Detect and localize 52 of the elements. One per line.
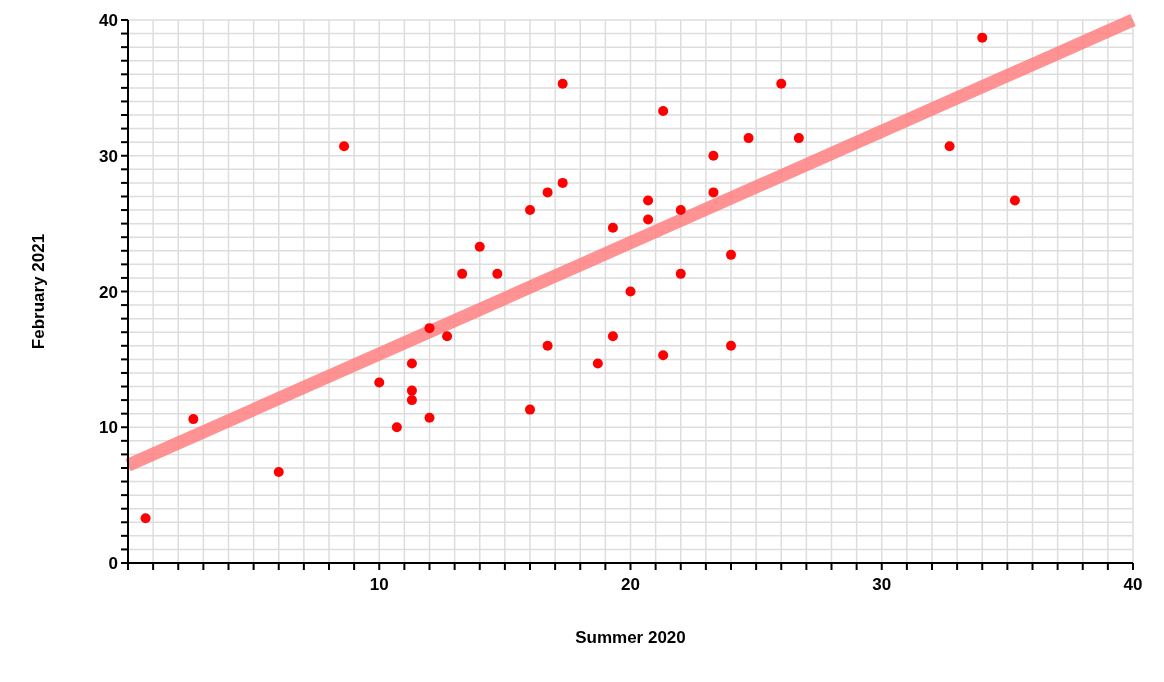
point (726, 340, 736, 351)
point (726, 249, 736, 260)
point (424, 412, 435, 423)
point (675, 268, 686, 279)
point (557, 78, 568, 89)
y-tick-label: 40 (99, 11, 118, 30)
point (607, 331, 618, 342)
y-tick-label: 30 (99, 146, 118, 166)
point (743, 133, 754, 144)
point (273, 467, 284, 478)
point (708, 150, 719, 161)
point (658, 350, 669, 361)
point (406, 385, 417, 396)
point (424, 323, 435, 334)
x-tick-label: 10 (369, 575, 389, 595)
point (474, 241, 485, 252)
point (658, 105, 669, 116)
y-tick-label: 10 (99, 418, 118, 438)
point (525, 205, 535, 216)
point (793, 133, 804, 144)
point (391, 422, 402, 433)
point (525, 404, 535, 415)
y-tick-label: 0 (108, 554, 118, 573)
point (188, 414, 199, 425)
point (557, 177, 568, 188)
point (592, 358, 603, 369)
point (492, 268, 503, 279)
point (977, 32, 988, 43)
point (140, 513, 151, 524)
point (406, 395, 417, 406)
point (625, 286, 636, 297)
point (1009, 195, 1020, 206)
point (542, 340, 553, 351)
y-axis-title: February 2021 (29, 233, 49, 350)
point (374, 377, 385, 388)
x-tick-label: 20 (621, 575, 640, 595)
point (457, 268, 468, 279)
point (442, 331, 453, 342)
x-tick-label: 30 (872, 575, 892, 595)
point (339, 141, 350, 152)
point (542, 187, 553, 198)
point (776, 78, 787, 89)
y-tick-label: 20 (99, 282, 118, 302)
point (708, 187, 719, 198)
x-axis-title: Summer 2020 (575, 628, 686, 647)
x-tick-label: 40 (1123, 575, 1143, 595)
point (406, 358, 417, 369)
point (944, 141, 955, 152)
point (643, 214, 654, 225)
point (675, 205, 686, 216)
point (643, 195, 654, 206)
point (607, 222, 618, 233)
